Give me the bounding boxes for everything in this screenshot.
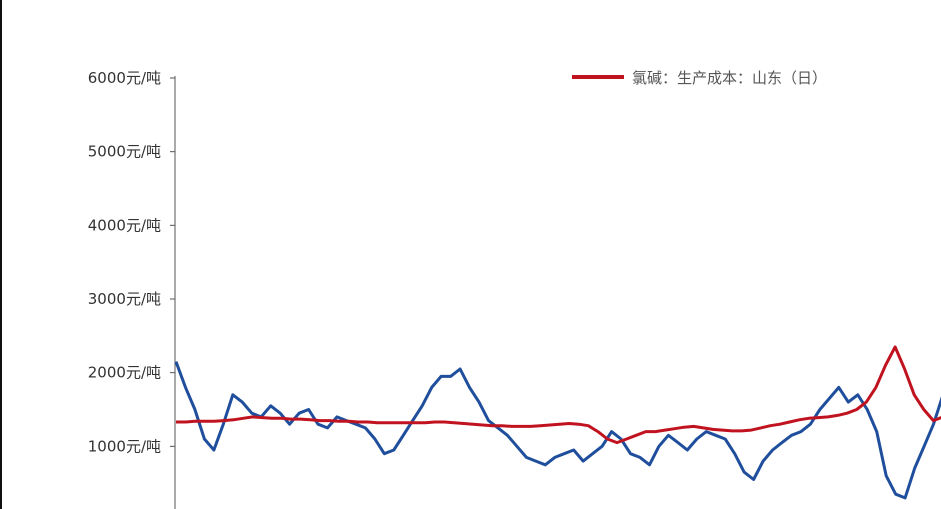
series-line-production-cost (176, 345, 941, 445)
series-line-price (174, 361, 941, 500)
y-axis-ticks: 6000元/吨 5000元/吨 4000元/吨 3000元/吨 2000元/吨 1000元… (88, 69, 175, 455)
series-layer (174, 345, 941, 500)
legend: 氯碱：生产成本：山东（日） (572, 69, 827, 87)
y-tick-label: 5000元/吨 (88, 143, 161, 161)
y-tick-label: 2000元/吨 (88, 364, 161, 382)
legend-label: 氯碱：生产成本：山东（日） (632, 69, 827, 87)
y-tick-label: 4000元/吨 (88, 216, 161, 234)
y-tick-label: 6000元/吨 (88, 69, 161, 87)
y-tick-label: 3000元/吨 (88, 290, 161, 308)
y-tick-label: 1000元/吨 (88, 437, 161, 455)
